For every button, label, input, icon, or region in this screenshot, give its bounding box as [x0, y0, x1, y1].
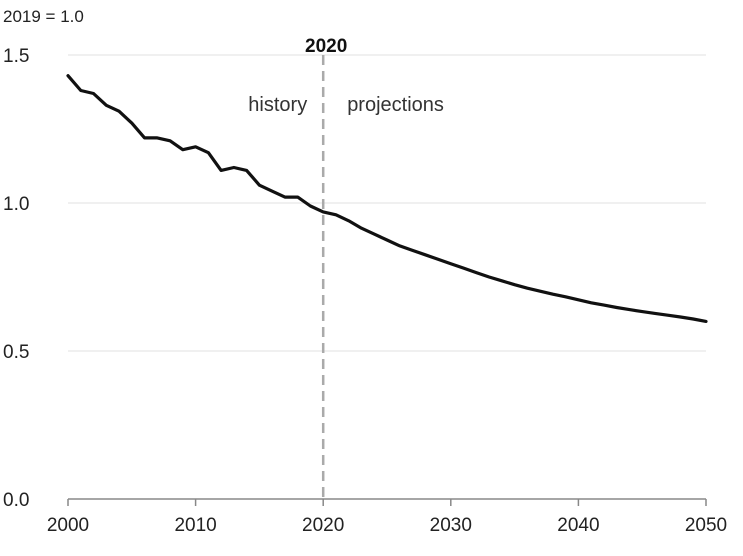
- x-axis: 2000 2010 2020 2030 2040 2050: [47, 498, 727, 536]
- x-tick-label: 2010: [174, 515, 216, 536]
- unit-label: 2019 = 1.0: [3, 7, 84, 26]
- x-tick-label: 2050: [685, 515, 727, 536]
- gridlines: [68, 54, 706, 352]
- y-tick-label: 1.5: [3, 46, 29, 67]
- divider-group: 2020 history projections: [248, 36, 444, 499]
- y-tick-label: 0.5: [3, 342, 29, 363]
- series-line: [66, 74, 708, 323]
- history-label: history: [248, 94, 307, 116]
- y-tick-label: 1.0: [3, 194, 29, 215]
- series-group: [66, 74, 708, 323]
- x-tick-label: 2000: [47, 515, 89, 536]
- x-tick-label: 2040: [557, 515, 599, 536]
- x-tick-label: 2030: [430, 515, 472, 536]
- projections-label: projections: [347, 94, 444, 116]
- divider-label: 2020: [305, 36, 347, 57]
- x-tick-label: 2020: [302, 515, 344, 536]
- y-tick-label: 0.0: [3, 490, 29, 511]
- y-axis-labels: 0.0 0.5 1.0 1.5: [3, 46, 29, 511]
